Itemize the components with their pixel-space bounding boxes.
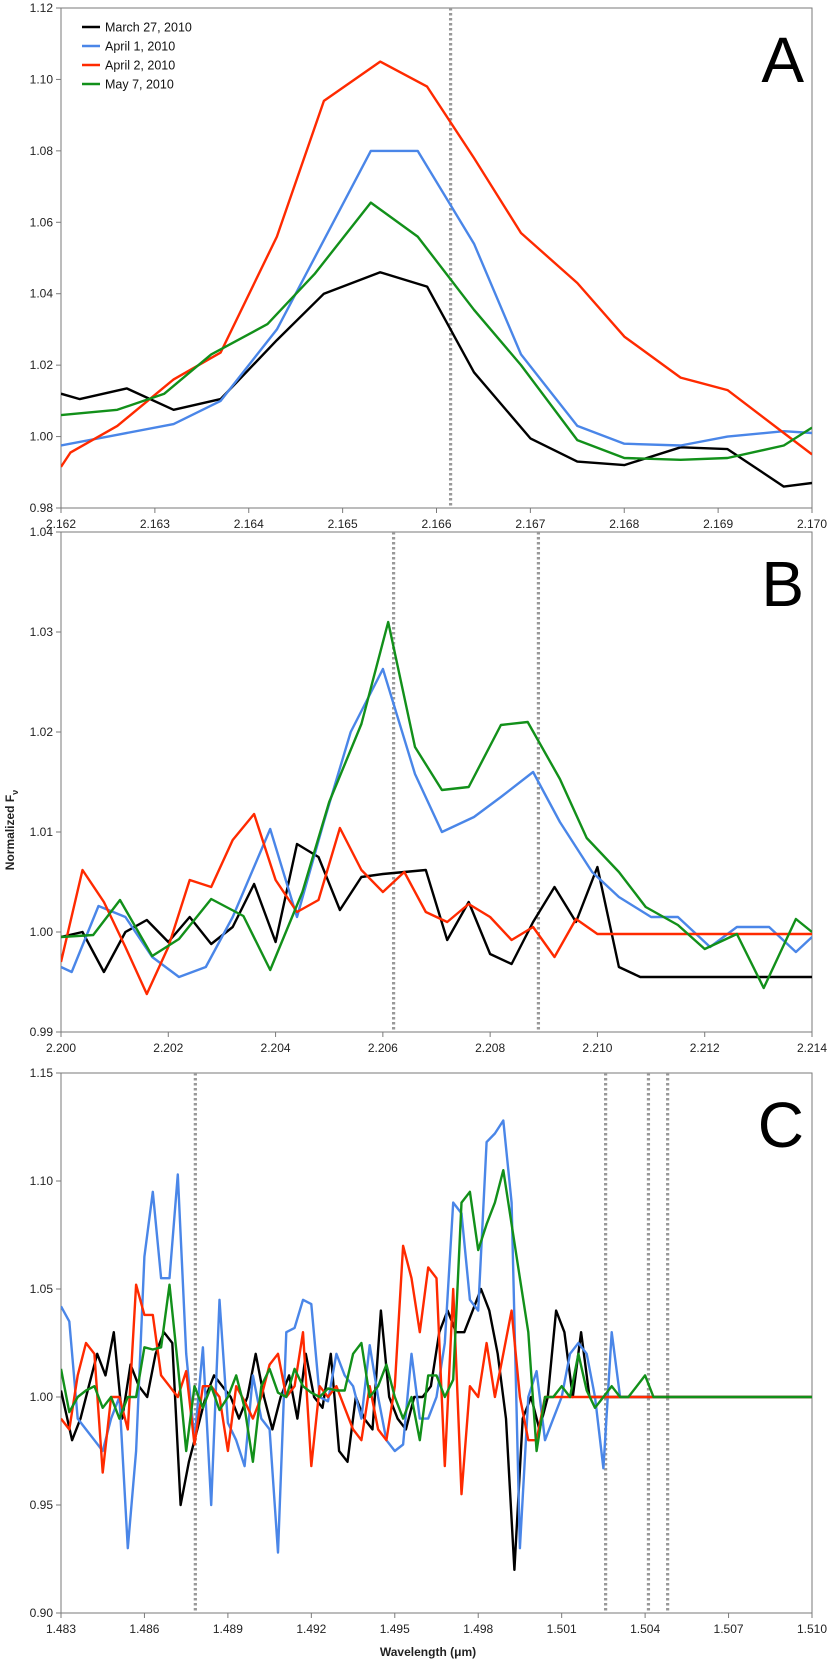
series-line-march-27-2010: [61, 271, 812, 488]
y-tick-label: 1.00: [30, 1390, 54, 1404]
y-tick-label: 1.06: [30, 215, 54, 229]
x-tick-label: 2.166: [421, 517, 451, 531]
series-line-april-1-2010: [61, 667, 812, 979]
x-tick-label: 1.489: [213, 1622, 243, 1636]
x-tick-label: 2.169: [703, 517, 733, 531]
y-tick-label: 1.04: [30, 287, 54, 301]
legend-label: April 2, 2010: [105, 59, 175, 73]
x-tick-label: 2.167: [515, 517, 545, 531]
x-axis-label: Wavelength (μm): [380, 1645, 476, 1659]
x-tick-label: 2.206: [368, 1041, 398, 1055]
x-tick-label: 1.486: [129, 1622, 159, 1636]
y-tick-label: 1.05: [30, 1282, 54, 1296]
y-tick-label: 1.10: [30, 1174, 54, 1188]
x-tick-label: 2.210: [582, 1041, 612, 1055]
x-tick-label: 2.200: [46, 1041, 76, 1055]
legend-label: April 1, 2010: [105, 40, 175, 54]
x-tick-label: 1.492: [296, 1622, 326, 1636]
series-line-april-1-2010: [61, 149, 812, 447]
y-tick-label: 1.01: [30, 825, 54, 839]
x-tick-label: 1.498: [463, 1622, 493, 1636]
x-tick-label: 2.214: [797, 1041, 827, 1055]
x-tick-label: 1.507: [714, 1622, 744, 1636]
y-tick-label: 1.04: [30, 525, 54, 539]
x-tick-label: 1.510: [797, 1622, 827, 1636]
y-tick-label: 1.00: [30, 430, 54, 444]
panel-b: 0.99 1.00 1.01 1.02 1.03 1.04 2.200 2.202 2.204 2…: [30, 525, 828, 1055]
y-tick-label: 1.00: [30, 925, 54, 939]
y-tick-label: 0.95: [30, 1498, 54, 1512]
panel-b-series: [61, 620, 812, 996]
panel-b-frame: [60, 531, 813, 1033]
y-axis-label: Normalized Fν: [3, 790, 20, 870]
series-line-may-7-2010: [61, 620, 812, 990]
x-tick-label: 2.204: [261, 1041, 291, 1055]
panel-label-c: C: [758, 1089, 804, 1161]
x-tick-label: 1.483: [46, 1622, 76, 1636]
panel-label-b: B: [761, 548, 804, 620]
series-line-april-2-2010: [61, 60, 812, 468]
x-tick-label: 2.208: [475, 1041, 505, 1055]
legend-label: March 27, 2010: [105, 21, 192, 35]
y-tick-label: 1.02: [30, 725, 54, 739]
x-tick-label: 1.495: [380, 1622, 410, 1636]
y-tick-label: 1.15: [30, 1066, 54, 1080]
x-tick-label: 1.504: [630, 1622, 660, 1636]
x-tick-label: 2.212: [690, 1041, 720, 1055]
legend: March 27, 2010 April 1, 2010 April 2, 2010…: [82, 21, 192, 92]
x-tick-label: 2.170: [797, 517, 827, 531]
x-tick-label: 2.165: [328, 517, 358, 531]
y-tick-label: 0.98: [30, 501, 54, 515]
x-tick-label: 2.163: [140, 517, 170, 531]
y-tick-label: 1.10: [30, 72, 54, 86]
panel-c: 0.90 0.95 1.00 1.05 1.10 1.15 1.483 1.486 1.489 1…: [30, 1066, 828, 1636]
series-line-may-7-2010: [61, 1168, 812, 1464]
x-tick-label: 1.501: [547, 1622, 577, 1636]
series-line-march-27-2010: [61, 842, 812, 979]
y-tick-label: 1.03: [30, 625, 54, 639]
x-tick-label: 2.202: [153, 1041, 183, 1055]
y-tick-label: 1.08: [30, 144, 54, 158]
x-tick-label: 2.164: [234, 517, 264, 531]
panel-label-a: A: [761, 24, 804, 96]
y-tick-label: 1.02: [30, 358, 54, 372]
y-tick-label: 0.99: [30, 1025, 54, 1039]
panel-a-series: [61, 60, 812, 488]
panel-c-series: [61, 1119, 812, 1572]
series-line-may-7-2010: [61, 201, 812, 461]
x-tick-label: 2.168: [609, 517, 639, 531]
legend-label: May 7, 2010: [105, 78, 174, 92]
y-tick-label: 0.90: [30, 1606, 54, 1620]
y-axis-label-subscript: ν: [10, 790, 20, 795]
panel-c-frame: [60, 1072, 813, 1614]
panel-a: 0.98 1.00 1.02 1.04 1.06 1.08 1.10 1.12 2.162 2.1…: [30, 1, 828, 531]
x-tick-label: 2.162: [46, 517, 76, 531]
y-tick-label: 1.12: [30, 1, 54, 15]
